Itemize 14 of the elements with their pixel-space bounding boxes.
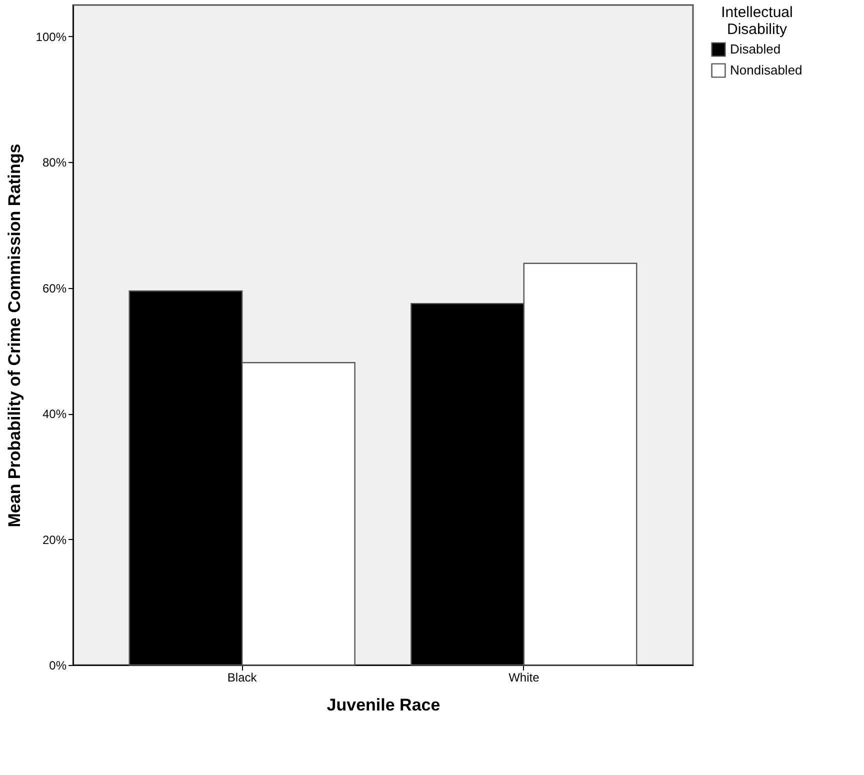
text: Disability bbox=[726, 21, 788, 38]
legend-label: Nondisabled bbox=[730, 62, 802, 78]
y-tick-label: 40% bbox=[42, 407, 67, 422]
y-tick-label: 80% bbox=[42, 156, 67, 170]
x-tick-label: White bbox=[508, 670, 540, 684]
y-tick-label: 20% bbox=[42, 532, 67, 547]
x-tick-label: Black bbox=[227, 670, 258, 684]
text: Intellectual bbox=[721, 4, 793, 21]
y-tick-label: 0% bbox=[49, 658, 67, 672]
y-tick-label: 100% bbox=[36, 30, 67, 44]
legend-label: Disabled bbox=[730, 42, 781, 56]
y-tick-label: 60% bbox=[42, 281, 67, 296]
x-axis-title: Juvenile Race bbox=[326, 696, 440, 714]
y-axis-title: Mean Probability of Crime Commission Ratings bbox=[4, 144, 24, 528]
